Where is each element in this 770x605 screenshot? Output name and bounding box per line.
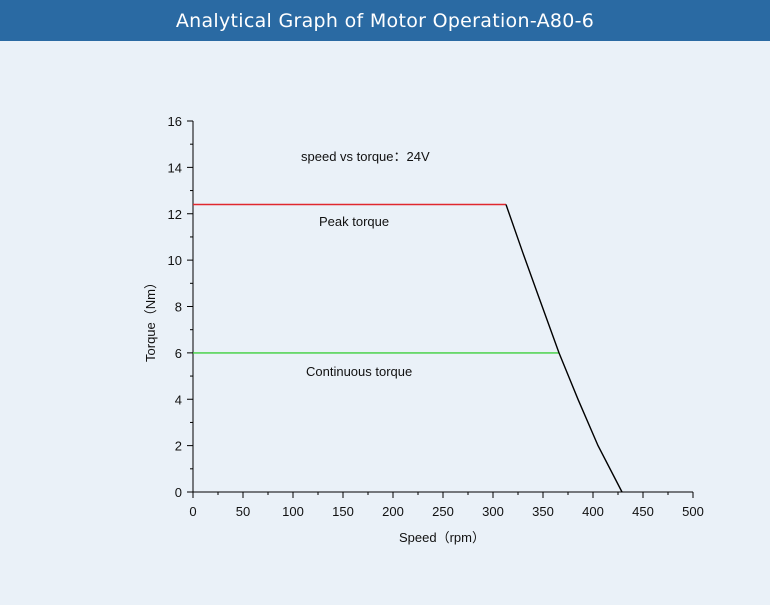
chart-annotation: speed vs torque：24V [301, 149, 430, 164]
x-tick-label: 350 [532, 504, 554, 519]
x-tick-label: 500 [682, 504, 704, 519]
y-tick-label: 12 [168, 207, 182, 222]
x-tick-label: 200 [382, 504, 404, 519]
y-tick-label: 4 [175, 392, 182, 407]
x-tick-label: 100 [282, 504, 304, 519]
peak-torque-label: Peak torque [319, 214, 389, 229]
y-tick-label: 2 [175, 439, 182, 454]
x-tick-label: 150 [332, 504, 354, 519]
chart-series [193, 203, 623, 493]
x-axis-label: Speed（rpm） [399, 530, 485, 545]
chart-axes: 0 50 100 150 200 250 300 350 400 450 500 0 2 4 6 8 10 12 1… [168, 114, 704, 519]
continuous-torque-label: Continuous torque [306, 364, 412, 379]
y-tick-label: 10 [168, 253, 182, 268]
speed-torque-chart: 0 50 100 150 200 250 300 350 400 450 500 0 2 4 6 8 10 12 1… [143, 114, 704, 545]
y-tick-label: 16 [168, 114, 182, 129]
x-tick-label: 300 [482, 504, 504, 519]
y-tick-label: 0 [175, 485, 182, 500]
y-tick-label: 6 [175, 346, 182, 361]
page-title: Analytical Graph of Motor Operation-A80-… [0, 0, 770, 41]
chart-area: 0 50 100 150 200 250 300 350 400 450 500 0 2 4 6 8 10 12 1… [0, 41, 770, 600]
x-tick-label: 250 [432, 504, 454, 519]
y-tick-label: 14 [168, 160, 182, 175]
x-tick-label: 450 [632, 504, 654, 519]
speed-torque-curve [505, 204, 623, 493]
x-tick-label: 0 [189, 504, 196, 519]
y-tick-label: 8 [175, 300, 182, 315]
x-tick-label: 50 [236, 504, 250, 519]
x-tick-label: 400 [582, 504, 604, 519]
y-axis-label: Torque（Nm） [143, 276, 158, 362]
